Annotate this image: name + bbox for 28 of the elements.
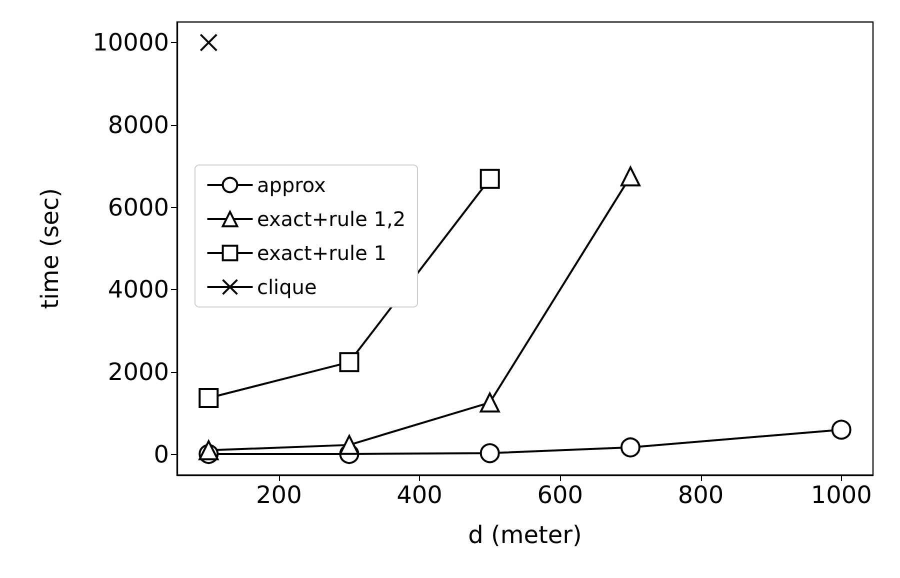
point	[198, 440, 219, 460]
point	[620, 166, 640, 186]
point	[198, 388, 219, 408]
legend-label: approx	[257, 173, 326, 197]
point	[620, 437, 640, 458]
point	[831, 420, 852, 440]
y-tick-label: 6000	[108, 193, 169, 222]
legend-label: exact+rule 1,2	[257, 207, 406, 231]
legend-label: clique	[257, 275, 317, 299]
y-tick-label: 10000	[92, 28, 169, 57]
y-tick-label: 0	[154, 440, 169, 468]
x-tick-label: 200	[256, 481, 302, 509]
y-tick-label: 4000	[108, 276, 169, 304]
point	[480, 168, 500, 189]
y-tick-label: 2000	[108, 358, 169, 386]
point	[200, 34, 218, 52]
legend-label: exact+rule 1	[257, 241, 386, 265]
point	[339, 352, 360, 372]
point	[339, 434, 360, 455]
point	[480, 392, 500, 413]
x-tick-label: 800	[678, 481, 724, 509]
x-tick-label: 400	[396, 481, 442, 509]
y-tick-label: 8000	[108, 110, 169, 139]
y-axis-title: time (sec)	[36, 188, 64, 310]
x-tick-label: 600	[537, 481, 584, 509]
x-axis-title: d (meter)	[468, 521, 582, 549]
x-tick-label: 1000	[810, 481, 872, 509]
point	[480, 443, 500, 464]
